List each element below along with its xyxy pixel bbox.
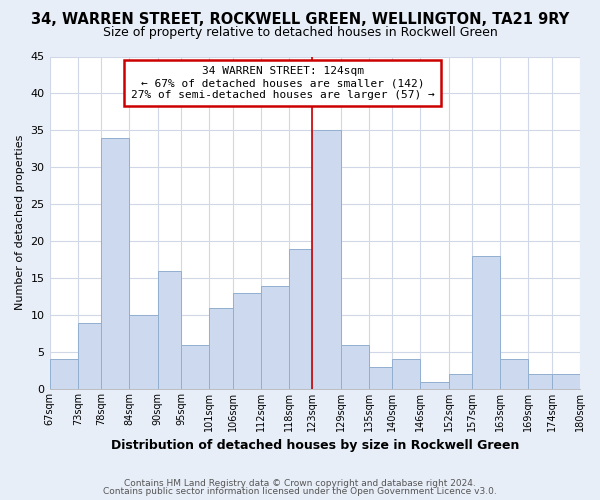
Bar	[341, 344, 369, 389]
Bar	[472, 256, 500, 389]
Bar	[261, 286, 289, 389]
Text: 34 WARREN STREET: 124sqm
← 67% of detached houses are smaller (142)
27% of semi-: 34 WARREN STREET: 124sqm ← 67% of detach…	[131, 66, 435, 100]
X-axis label: Distribution of detached houses by size in Rockwell Green: Distribution of detached houses by size …	[110, 440, 519, 452]
Text: Size of property relative to detached houses in Rockwell Green: Size of property relative to detached ho…	[103, 26, 497, 39]
Bar	[130, 315, 158, 389]
Bar	[421, 382, 449, 389]
Bar	[289, 248, 313, 389]
Bar	[529, 374, 552, 389]
Bar	[392, 360, 421, 389]
Bar	[500, 360, 529, 389]
Bar	[50, 360, 78, 389]
Text: Contains HM Land Registry data © Crown copyright and database right 2024.: Contains HM Land Registry data © Crown c…	[124, 478, 476, 488]
Text: 34, WARREN STREET, ROCKWELL GREEN, WELLINGTON, TA21 9RY: 34, WARREN STREET, ROCKWELL GREEN, WELLI…	[31, 12, 569, 28]
Bar	[209, 308, 233, 389]
Bar	[369, 367, 392, 389]
Text: Contains public sector information licensed under the Open Government Licence v3: Contains public sector information licen…	[103, 487, 497, 496]
Bar	[158, 271, 181, 389]
Y-axis label: Number of detached properties: Number of detached properties	[15, 135, 25, 310]
Bar	[78, 322, 101, 389]
Bar	[449, 374, 472, 389]
Bar	[181, 344, 209, 389]
Bar	[552, 374, 580, 389]
Bar	[101, 138, 130, 389]
Bar	[313, 130, 341, 389]
Bar	[233, 293, 261, 389]
